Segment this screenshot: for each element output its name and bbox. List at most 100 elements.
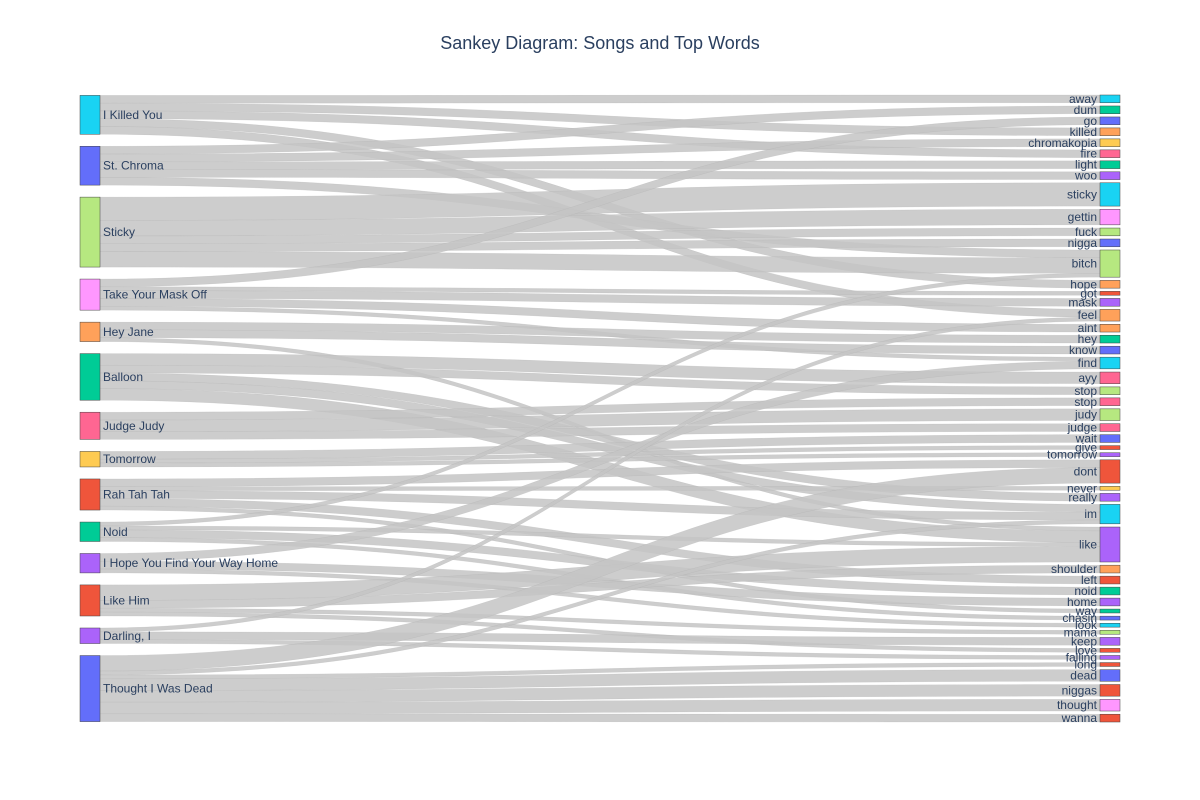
node-love[interactable]: love xyxy=(1075,643,1121,657)
node-mama[interactable]: mama xyxy=(1064,625,1121,639)
node-bar-thought-i-was-dead[interactable] xyxy=(79,655,101,722)
node-i-killed-you[interactable]: I Killed You xyxy=(79,95,162,135)
node-bar-fire[interactable] xyxy=(1099,149,1121,158)
node-bar-hope[interactable] xyxy=(1099,280,1121,289)
link-st-chroma-to-woo[interactable] xyxy=(99,169,1101,180)
node-sticky[interactable]: sticky xyxy=(1067,182,1121,207)
link-st-chroma-to-light[interactable] xyxy=(99,160,1101,170)
node-bar-aint[interactable] xyxy=(1099,324,1121,333)
node-bar-judge-judy[interactable] xyxy=(79,411,101,440)
node-give[interactable]: give xyxy=(1075,441,1121,455)
node-judge[interactable]: judge xyxy=(1067,421,1121,435)
node-bar-keep[interactable] xyxy=(1099,637,1121,646)
node-take-your-mask-off[interactable]: Take Your Mask Off xyxy=(79,278,208,311)
node-hey-jane[interactable]: Hey Jane xyxy=(79,321,154,342)
node-know[interactable]: know xyxy=(1069,343,1121,357)
node-bar-mama[interactable] xyxy=(1099,630,1121,635)
node-feel[interactable]: feel xyxy=(1078,308,1121,322)
node-bar-noid[interactable] xyxy=(79,521,101,542)
node-darling-i[interactable]: Darling, I xyxy=(79,627,151,644)
node-shoulder[interactable]: shoulder xyxy=(1051,562,1121,576)
node-bar-niggas[interactable] xyxy=(1099,684,1121,697)
node-bar-tomorrow[interactable] xyxy=(79,451,101,468)
node-im[interactable]: im xyxy=(1084,504,1121,525)
link-i-killed-you-to-away[interactable] xyxy=(99,94,1101,104)
node-go[interactable]: go xyxy=(1084,114,1121,128)
node-bar-look[interactable] xyxy=(1099,623,1121,628)
node-chasin[interactable]: chasin xyxy=(1062,611,1121,625)
node-bar-i-hope-you-find-your-way-home[interactable] xyxy=(79,553,101,574)
node-really[interactable]: really xyxy=(1068,490,1121,504)
node-way[interactable]: way xyxy=(1075,604,1121,618)
node-bar-falling[interactable] xyxy=(1099,655,1121,660)
node-stop1[interactable]: stop xyxy=(1074,384,1121,398)
node-bar-stop2[interactable] xyxy=(1099,397,1121,406)
node-bar-love[interactable] xyxy=(1099,648,1121,653)
node-bar-chromakopia[interactable] xyxy=(1099,138,1121,147)
node-wanna[interactable]: wanna xyxy=(1061,711,1121,725)
node-bar-balloon[interactable] xyxy=(79,353,101,401)
link-thought-i-was-dead-to-thought[interactable] xyxy=(99,699,1101,715)
node-bar-woo[interactable] xyxy=(1099,171,1121,180)
node-bar-chasin[interactable] xyxy=(1099,615,1121,621)
node-ayy[interactable]: ayy xyxy=(1078,371,1121,385)
node-bar-way[interactable] xyxy=(1099,608,1121,614)
node-bar-gettin[interactable] xyxy=(1099,209,1121,226)
node-killed[interactable]: killed xyxy=(1070,125,1121,139)
node-bar-wait[interactable] xyxy=(1099,434,1121,443)
node-bar-take-your-mask-off[interactable] xyxy=(79,278,101,311)
node-bar-home[interactable] xyxy=(1099,597,1121,607)
node-thought-i-was-dead[interactable]: Thought I Was Dead xyxy=(79,655,213,722)
node-bar-wanna[interactable] xyxy=(1099,713,1121,723)
node-bar-give[interactable] xyxy=(1099,445,1121,450)
node-bitch[interactable]: bitch xyxy=(1072,249,1121,278)
node-bar-hey-jane[interactable] xyxy=(79,321,101,342)
node-tomorrow[interactable]: tomorrow xyxy=(1047,448,1121,462)
node-bar-ayy[interactable] xyxy=(1099,371,1121,384)
node-bar-mask[interactable] xyxy=(1099,298,1121,307)
node-dead[interactable]: dead xyxy=(1070,668,1121,682)
node-bar-killed[interactable] xyxy=(1099,127,1121,136)
node-bar-light[interactable] xyxy=(1099,160,1121,169)
node-bar-away[interactable] xyxy=(1099,94,1121,104)
node-bar-dum[interactable] xyxy=(1099,105,1121,114)
node-bar-rah-tah-tah[interactable] xyxy=(79,478,101,511)
node-thought[interactable]: thought xyxy=(1057,698,1121,712)
node-bar-really[interactable] xyxy=(1099,493,1121,502)
node-like-him[interactable]: Like Him xyxy=(79,584,150,617)
node-bar-left[interactable] xyxy=(1099,575,1121,585)
node-aint[interactable]: aint xyxy=(1078,321,1121,335)
node-sticky[interactable]: Sticky xyxy=(79,196,135,268)
node-never[interactable]: never xyxy=(1067,481,1121,495)
node-stop2[interactable]: stop xyxy=(1074,395,1121,409)
node-falling[interactable]: falling xyxy=(1066,650,1121,664)
node-bar-dont[interactable] xyxy=(1099,459,1121,484)
node-hope[interactable]: hope xyxy=(1070,277,1121,291)
node-bar-dead[interactable] xyxy=(1099,669,1121,682)
node-dum[interactable]: dum xyxy=(1074,103,1121,117)
node-nigga[interactable]: nigga xyxy=(1068,236,1121,250)
node-bar-feel[interactable] xyxy=(1099,309,1121,322)
node-bar-fuck[interactable] xyxy=(1099,227,1121,237)
node-chromakopia[interactable]: chromakopia xyxy=(1028,136,1121,150)
node-bar-st-chroma[interactable] xyxy=(79,146,101,186)
node-mask[interactable]: mask xyxy=(1068,295,1121,309)
node-fire[interactable]: fire xyxy=(1080,147,1121,161)
node-rah-tah-tah[interactable]: Rah Tah Tah xyxy=(79,478,170,511)
node-home[interactable]: home xyxy=(1067,595,1121,609)
node-woo[interactable]: woo xyxy=(1074,169,1121,183)
link-thought-i-was-dead-to-wanna[interactable] xyxy=(99,713,1101,723)
node-i-hope-you-find-your-way-home[interactable]: I Hope You Find Your Way Home xyxy=(79,553,278,574)
node-wait[interactable]: wait xyxy=(1075,432,1121,446)
node-bar-i-killed-you[interactable] xyxy=(79,95,101,135)
node-bar-know[interactable] xyxy=(1099,345,1121,355)
node-st-chroma[interactable]: St. Chroma xyxy=(79,146,164,186)
node-bar-never[interactable] xyxy=(1099,486,1121,491)
node-bar-nigga[interactable] xyxy=(1099,238,1121,248)
node-noid[interactable]: Noid xyxy=(79,521,128,542)
node-bar-like[interactable] xyxy=(1099,526,1121,563)
node-bar-like-him[interactable] xyxy=(79,584,101,617)
node-judy[interactable]: judy xyxy=(1074,408,1121,422)
node-bar-find[interactable] xyxy=(1099,356,1121,370)
node-noid[interactable]: noid xyxy=(1074,584,1121,598)
